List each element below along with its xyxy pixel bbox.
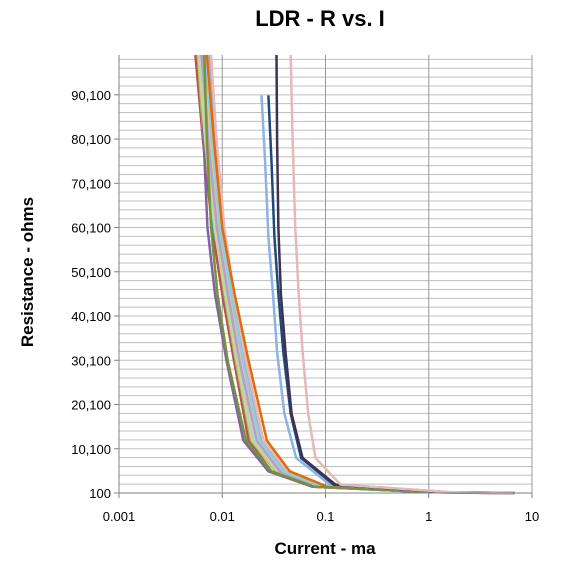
y-tick-label: 50,100 (71, 265, 111, 280)
x-tick-label: 10 (525, 509, 539, 524)
x-tick-label: 0.01 (210, 509, 235, 524)
y-tick-label: 10,100 (71, 442, 111, 457)
x-tick-labels: 0.001 0.01 0.1 1 10 (103, 493, 539, 524)
y-tick-label: 80,100 (71, 132, 111, 147)
y-tick-label: 90,100 (71, 88, 111, 103)
y-tick-label: 100 (89, 486, 111, 501)
series-group (194, 54, 515, 495)
series-line-14 (197, 54, 505, 495)
y-axis-title: Resistance - ohms (18, 197, 37, 347)
y-tick-label: 70,100 (71, 176, 111, 191)
y-tick-labels: 100 10,100 20,100 30,100 40,100 50,100 60,100 7… (71, 88, 119, 501)
x-tick-label: 0.001 (103, 509, 136, 524)
y-tick-label: 20,100 (71, 398, 111, 413)
x-axis-title: Current - ma (274, 539, 376, 558)
series-line-4 (199, 54, 491, 495)
y-tick-label: 30,100 (71, 353, 111, 368)
y-tick-label: 40,100 (71, 309, 111, 324)
chart-title: LDR - R vs. I (255, 6, 385, 31)
x-tick-label: 1 (425, 509, 432, 524)
series-line-18 (203, 54, 497, 495)
y-tick-label: 60,100 (71, 221, 111, 236)
series-line-10 (198, 54, 503, 495)
series-line-21 (275, 54, 513, 495)
x-tick-label: 0.1 (316, 509, 334, 524)
series-line-20 (267, 95, 515, 495)
series-line-22 (289, 54, 514, 495)
grid (118, 55, 533, 494)
